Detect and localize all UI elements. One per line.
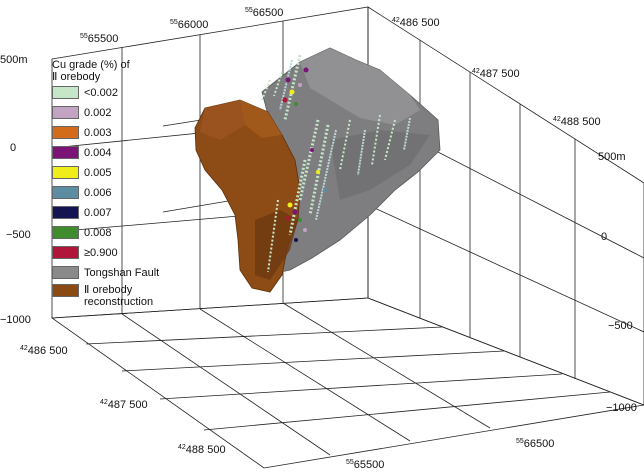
legend-label: 0.003 (84, 127, 112, 139)
left-z-label-3: −500 (6, 229, 31, 241)
bottom-x-label-2: 5565500 (346, 459, 385, 471)
legend-swatch (52, 226, 79, 239)
right-z-label-4: −1000 (606, 402, 637, 414)
legend-swatch (52, 86, 79, 99)
legend-label: 0.005 (84, 167, 112, 179)
orebody-reconstruction (194, 99, 301, 293)
legend-label: ≥0.900 (84, 247, 118, 259)
legend-label-line: reconstruction (84, 296, 154, 308)
legend-swatch (52, 106, 79, 119)
bottom-y-label-3: 42488 500 (178, 444, 226, 456)
top-y-label-3: 42488 500 (553, 116, 601, 128)
legend-swatch (52, 266, 79, 279)
legend-label: 0.002 (84, 107, 112, 119)
legend-swatch (52, 146, 79, 159)
bottom-y-label-2: 42487 500 (100, 399, 148, 411)
bottom-y-label-1: 42486 500 (20, 345, 68, 357)
legend-label: 0.008 (84, 227, 112, 239)
legend-swatch (52, 126, 79, 139)
legend-label: Tongshan Fault (84, 267, 160, 279)
top-x-label-1: 5565500 (80, 33, 119, 45)
left-z-label-2: 0 (10, 142, 17, 154)
legend-label: Ⅱ orebody reconstruction (84, 284, 153, 308)
legend-swatch (52, 284, 79, 297)
left-z-label-4: −1000 (0, 314, 31, 326)
right-z-label-1: 500m (598, 151, 626, 163)
top-x-label-2: 5566000 (170, 19, 209, 31)
top-x-label-3: 5566500 (245, 7, 284, 19)
legend-label: <0.002 (84, 87, 118, 99)
drill-hole-samples (261, 54, 411, 273)
legend-swatch (52, 166, 79, 179)
right-z-label-3: −500 (608, 320, 633, 332)
top-y-label-1: 42486 500 (392, 17, 440, 29)
bottom-x-label-1: 5566500 (516, 438, 555, 450)
legend-swatch (52, 246, 79, 259)
legend-title-line2: Ⅱ orebody (52, 71, 101, 83)
legend-label: 0.004 (84, 147, 112, 159)
right-z-label-2: 0 (601, 231, 608, 243)
legend-swatch (52, 206, 79, 219)
legend-swatch (52, 186, 79, 199)
legend-label: 0.007 (84, 207, 112, 219)
left-z-label-1: 500m (0, 54, 28, 66)
legend-title: Cu grade (%) of Ⅱ orebody (52, 59, 130, 83)
legend-title-line1: Cu grade (%) of (52, 59, 130, 71)
legend-label: 0.006 (84, 187, 112, 199)
top-y-label-2: 42487 500 (472, 68, 520, 80)
legend-label-line: Ⅱ orebody (84, 284, 133, 296)
